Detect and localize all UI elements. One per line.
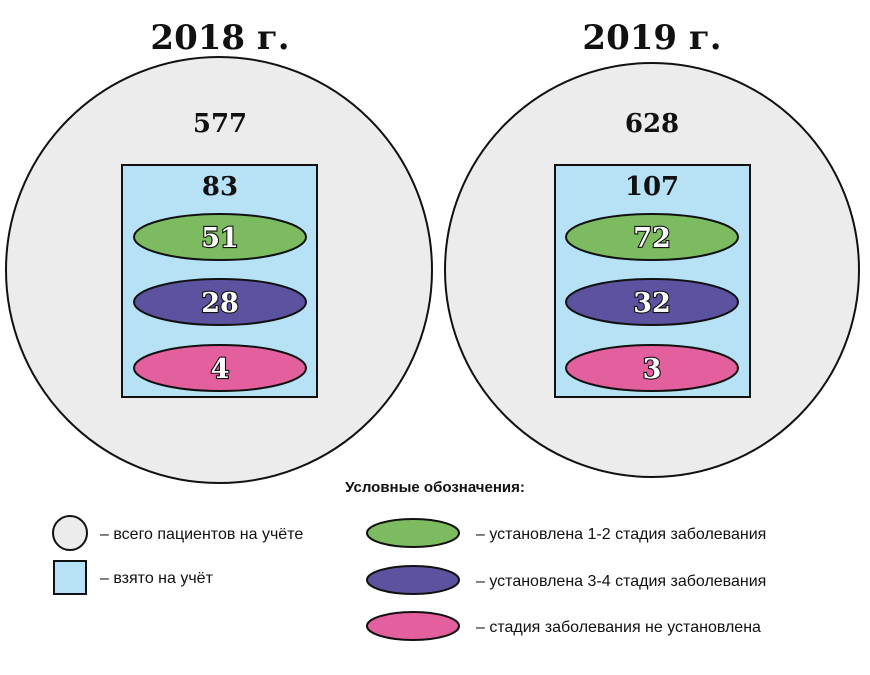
panel-2019-stage12-ellipse (565, 213, 739, 261)
panel-2018: 2018 г. 577 83 51 28 4 (5, 18, 433, 484)
panel-2019-stage12-value: 72 (633, 223, 671, 254)
legend-stage12-label: – установлена 1-2 стадия заболевания (476, 526, 766, 543)
panel-2019-total-value: 628 (625, 109, 679, 139)
legend-unknown-swatch (366, 611, 460, 641)
panel-2019: 2019 г. 628 107 72 32 3 (444, 18, 860, 478)
panel-2018-stage12-ellipse (133, 213, 307, 261)
panel-2018-unknown-ellipse (133, 344, 307, 392)
legend-total-label: – всего пациентов на учёте (100, 526, 303, 543)
panel-2018-stage34-ellipse (133, 278, 307, 326)
panel-2019-year: 2019 г. (582, 18, 721, 58)
panel-2019-unknown-value: 3 (643, 354, 662, 385)
panel-2018-total-value: 577 (193, 109, 247, 139)
legend-title: Условные обозначения: (345, 479, 525, 496)
panel-2019-stage34-ellipse (565, 278, 739, 326)
panel-2018-unknown-value: 4 (211, 354, 230, 385)
legend-stage12-swatch (366, 518, 460, 548)
panel-2018-registered-value: 83 (202, 172, 238, 202)
panel-2018-stage34-value: 28 (201, 288, 239, 319)
panel-2018-stage12-value: 51 (201, 223, 239, 254)
legend-unknown-label: – стадия заболевания не установлена (476, 619, 761, 636)
legend-stage34-label: – установлена 3-4 стадия заболевания (476, 573, 766, 590)
legend: Условные обозначения: – всего пациентов … (52, 479, 766, 641)
legend-registered-swatch (53, 560, 87, 595)
legend-total-swatch (52, 515, 88, 551)
panel-2019-registered-value: 107 (625, 172, 679, 202)
legend-stage34-swatch (366, 565, 460, 595)
panel-2019-stage34-value: 32 (633, 288, 671, 319)
legend-registered-label: – взято на учёт (100, 570, 214, 587)
panel-2018-year: 2018 г. (150, 18, 289, 58)
panel-2019-unknown-ellipse (565, 344, 739, 392)
